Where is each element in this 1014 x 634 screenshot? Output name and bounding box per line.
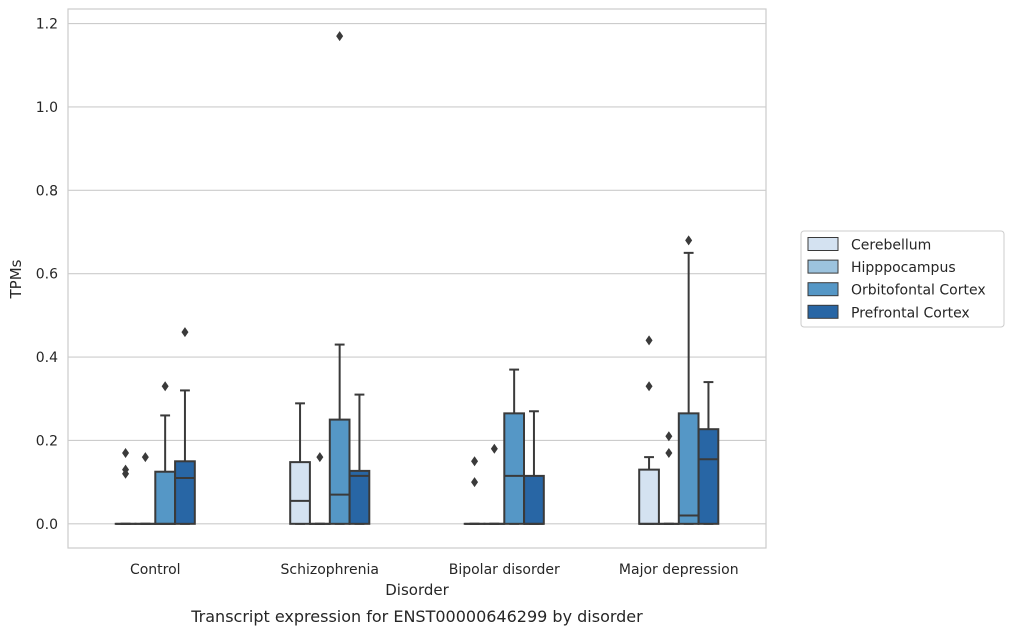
box-3-2	[523, 410, 545, 525]
outlier-marker	[685, 235, 693, 246]
x-tick-label: Bipolar disorder	[449, 562, 560, 578]
legend-label: Orbitofontal Cortex	[851, 283, 986, 299]
outlier-marker	[141, 452, 149, 463]
outlier-marker	[181, 327, 189, 338]
box-iqr	[677, 412, 700, 525]
box-iqr	[174, 460, 196, 525]
legend-swatch	[807, 282, 839, 297]
legend-swatch	[807, 259, 839, 274]
box-iqr	[348, 469, 371, 525]
legend-items: Cerebellum Hipppocampus Orbitofontal Corte…	[807, 237, 986, 321]
outlier-marker	[471, 456, 479, 467]
box-3-3	[697, 381, 720, 525]
y-tick-label: 1.2	[36, 17, 58, 33]
legend-frame	[800, 230, 1005, 328]
legend-label: Hipppocampus	[851, 260, 956, 276]
y-tick-label: 0.4	[36, 350, 58, 366]
box-2-3	[677, 235, 700, 525]
box-2-0	[154, 381, 177, 525]
y-axis-ticks: 0.0 0.2 0.4 0.6 0.8 1.0 1.2	[36, 17, 58, 533]
chart-caption: Transcript expression for ENST0000064629…	[190, 607, 643, 626]
x-tick-label: Schizophrenia	[281, 562, 379, 578]
box-iqr	[289, 461, 311, 525]
legend: Cerebellum Hipppocampus Orbitofontal Corte…	[800, 230, 1005, 328]
box-iqr	[697, 428, 720, 525]
outlier-marker	[645, 335, 653, 346]
box-iqr	[523, 474, 545, 525]
outlier-marker	[645, 381, 653, 392]
outlier-marker	[665, 447, 673, 458]
box-0-3	[638, 335, 660, 525]
box-iqr	[503, 412, 525, 525]
y-tick-label: 0.8	[36, 183, 58, 199]
y-tick-label: 0.6	[36, 267, 58, 283]
box-groups	[114, 31, 720, 525]
x-tick-label: Major depression	[619, 562, 739, 578]
box-iqr	[638, 468, 660, 525]
outlier-marker	[665, 431, 673, 442]
box-iqr	[328, 418, 351, 525]
outlier-marker	[336, 31, 344, 42]
outlier-marker	[316, 452, 324, 463]
x-axis-ticks: Control Schizophrenia Bipolar disorder Majo…	[130, 562, 739, 578]
box-0-1	[289, 402, 311, 525]
outlier-marker	[490, 443, 498, 454]
legend-swatch	[807, 237, 839, 251]
legend-swatch	[807, 304, 839, 319]
outlier-marker	[161, 381, 169, 392]
outlier-marker	[471, 477, 479, 488]
plot-area	[67, 8, 767, 549]
box-2-2	[503, 368, 525, 525]
box-3-0	[174, 327, 196, 525]
x-axis-title: Disorder	[385, 581, 449, 599]
box-3-1	[348, 393, 371, 525]
y-axis-title: TPMs	[7, 259, 25, 299]
box-iqr	[154, 470, 177, 525]
x-tick-label: Control	[130, 562, 181, 578]
legend-label: Prefrontal Cortex	[851, 305, 970, 321]
y-tick-label: 0.2	[36, 433, 58, 449]
outlier-marker	[122, 447, 130, 458]
outlier-marker	[122, 468, 130, 479]
y-tick-label: 0.0	[36, 517, 58, 533]
box-1-1	[309, 452, 331, 525]
legend-label: Cerebellum	[851, 238, 931, 254]
y-tick-label: 1.0	[36, 100, 58, 116]
